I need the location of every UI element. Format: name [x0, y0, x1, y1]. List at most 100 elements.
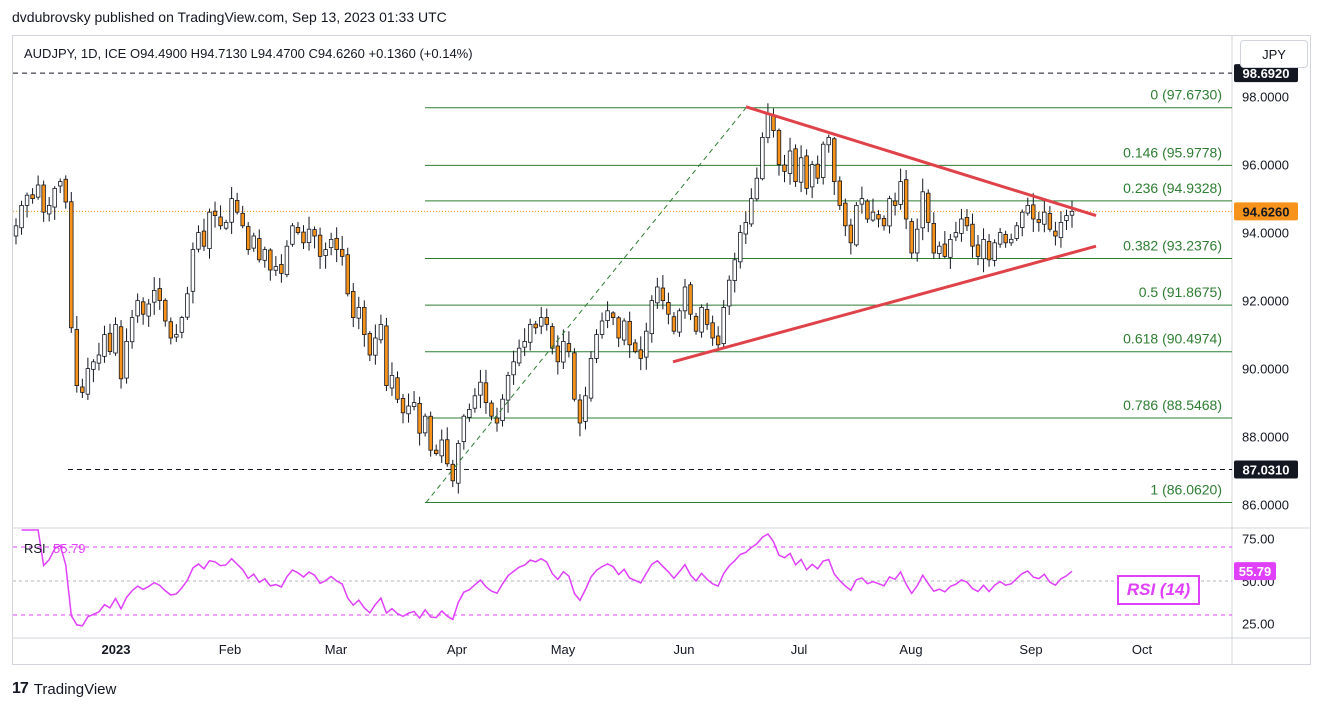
- fib-level-label: 1 (86.0620): [1150, 481, 1222, 497]
- candle-body: [1053, 230, 1058, 237]
- candle-body: [909, 221, 914, 254]
- candle-body: [63, 178, 68, 203]
- candle-body: [395, 377, 400, 400]
- candle-body: [809, 164, 815, 188]
- candle-body: [666, 302, 671, 315]
- candle-body: [760, 136, 765, 180]
- candle-body: [212, 210, 218, 216]
- candle-body: [157, 288, 162, 301]
- candle-body: [594, 334, 599, 359]
- tradingview-logo-icon: 17: [12, 680, 29, 697]
- x-tick-label: Feb: [219, 642, 241, 657]
- candle-body: [843, 202, 848, 227]
- candle-body: [1042, 211, 1047, 225]
- candle-body: [19, 204, 24, 229]
- candle-body: [1036, 219, 1042, 223]
- candle-body: [35, 184, 41, 198]
- candle-body: [848, 224, 854, 244]
- candle-body: [74, 329, 80, 386]
- candle-body: [892, 200, 898, 206]
- fib-level-label: 0.786 (88.5468): [1123, 397, 1222, 413]
- candle-body: [771, 115, 776, 131]
- x-tick-label: Apr: [447, 642, 468, 657]
- candle-body: [1008, 238, 1014, 244]
- candle-body: [373, 337, 378, 356]
- candle-body: [749, 198, 754, 225]
- candle-body: [787, 150, 793, 174]
- symbol-info: AUDJPY, 1D, ICE O94.4900 H94.7130 L94.47…: [24, 46, 473, 61]
- candle-body: [682, 286, 688, 312]
- candle-body: [179, 317, 185, 333]
- candle-body: [1014, 225, 1019, 239]
- candle-body: [699, 306, 704, 333]
- candle-body: [201, 230, 207, 247]
- rsi-price-tag: [1234, 562, 1276, 581]
- tradingview-logo[interactable]: 17 TradingView: [12, 680, 116, 698]
- chart-frame[interactable]: [12, 35, 1311, 665]
- candle-body: [577, 399, 583, 424]
- candle-body: [732, 259, 737, 281]
- candle-body: [124, 340, 129, 379]
- candle-body: [583, 395, 588, 422]
- candle-body: [533, 323, 538, 329]
- candle-body: [870, 211, 876, 221]
- price-tag-label: 94.6260: [1243, 204, 1290, 219]
- candle-body: [279, 264, 284, 274]
- candle-body: [229, 198, 234, 223]
- candle-body: [96, 354, 102, 364]
- candle-body: [483, 382, 489, 404]
- y-tick-label: 88.0000: [1242, 430, 1289, 445]
- candle-body: [223, 221, 229, 229]
- candle-body: [627, 320, 632, 346]
- candle-body: [411, 402, 417, 407]
- candle-body: [970, 223, 975, 247]
- candle-body: [610, 312, 616, 319]
- candle-body: [621, 320, 627, 341]
- candle-body: [328, 238, 334, 249]
- candle-body: [107, 332, 113, 353]
- candle-body: [837, 180, 842, 206]
- candle-body: [1025, 204, 1030, 214]
- candle-body: [638, 349, 643, 359]
- candle-body: [566, 343, 572, 352]
- y-tick-label: 96.0000: [1242, 158, 1289, 173]
- candle-body: [887, 198, 892, 227]
- candle-body: [478, 381, 483, 396]
- candle-body: [461, 415, 467, 443]
- candle-body: [1031, 204, 1036, 220]
- candle-body: [52, 187, 57, 208]
- rsi-label: RSI: [24, 541, 46, 556]
- candle-body: [367, 333, 373, 356]
- candle-body: [351, 290, 356, 319]
- candle-body: [30, 194, 35, 200]
- x-tick-label: Jun: [674, 642, 695, 657]
- candle-body: [926, 192, 931, 223]
- candle-body: [306, 228, 312, 243]
- candle-body: [920, 191, 925, 229]
- candle-body: [821, 143, 826, 178]
- currency-button[interactable]: JPY: [1240, 40, 1308, 68]
- candle-body: [804, 155, 809, 189]
- candle-body: [262, 249, 267, 261]
- price-tag: [1234, 64, 1298, 83]
- candle-body: [257, 238, 262, 261]
- candle-body: [445, 439, 450, 465]
- candle-body: [660, 287, 666, 301]
- candle-body: [754, 177, 760, 200]
- candle-body: [588, 357, 594, 399]
- candle-body: [356, 306, 361, 319]
- candle-body: [1069, 210, 1075, 216]
- x-tick-label: 2023: [102, 642, 131, 657]
- candle-body: [1047, 213, 1053, 230]
- candle-body: [168, 321, 174, 339]
- candle-body: [467, 408, 472, 418]
- candle-body: [13, 225, 19, 237]
- candle-body: [677, 310, 682, 333]
- candle-body: [942, 243, 948, 257]
- candle-body: [129, 317, 135, 343]
- candle-body: [854, 204, 859, 246]
- candle-body: [599, 320, 605, 335]
- candle-body: [544, 317, 549, 325]
- candle-body: [345, 254, 350, 295]
